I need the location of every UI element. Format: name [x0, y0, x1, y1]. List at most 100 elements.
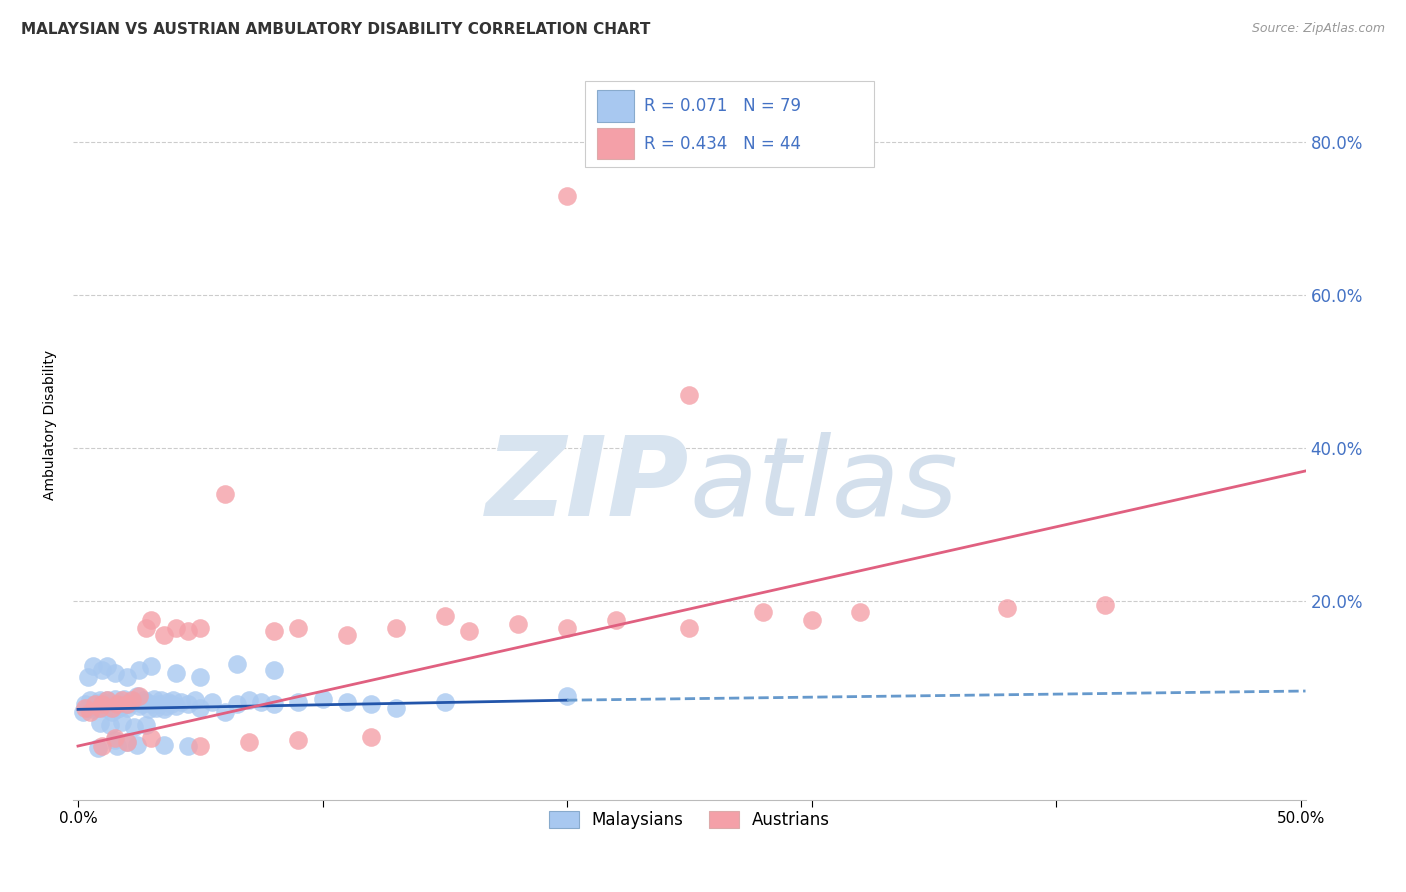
Point [177, 739, 200, 753]
Point [214, 705, 236, 719]
Point [115, 701, 138, 715]
Point [188, 621, 211, 635]
Y-axis label: Ambulatory Disability: Ambulatory Disability [44, 350, 58, 500]
Point [605, 613, 627, 627]
Point [250, 695, 273, 709]
Point [105, 702, 128, 716]
Point [1094, 598, 1116, 612]
Point [263, 663, 285, 677]
Text: R = 0.434   N = 44: R = 0.434 N = 44 [644, 135, 800, 153]
Point [141, 731, 163, 746]
Point [287, 695, 309, 709]
Point [115, 670, 138, 684]
Point [135, 717, 157, 731]
Text: atlas: atlas [689, 432, 957, 539]
Point [336, 695, 359, 709]
Point [96, 693, 118, 707]
Point [125, 738, 148, 752]
Point [89, 716, 111, 731]
Point [101, 701, 124, 715]
Point [96, 658, 118, 673]
Point [79, 705, 101, 719]
Text: ZIP: ZIP [486, 432, 689, 539]
Point [118, 697, 141, 711]
Point [115, 735, 138, 749]
Point [287, 621, 309, 635]
Point [184, 693, 207, 707]
Point [170, 695, 193, 709]
Point [238, 693, 260, 707]
Point [108, 695, 131, 709]
Point [122, 695, 145, 709]
Point [91, 695, 114, 709]
Text: R = 0.071   N = 79: R = 0.071 N = 79 [644, 97, 800, 115]
Point [751, 605, 773, 619]
Point [75, 701, 97, 715]
Point [336, 628, 359, 642]
Point [121, 693, 143, 707]
Point [160, 697, 183, 711]
Point [76, 701, 98, 715]
Point [555, 621, 578, 635]
Point [104, 733, 127, 747]
Point [995, 601, 1018, 615]
Point [98, 717, 121, 731]
Point [433, 695, 456, 709]
Point [84, 697, 107, 711]
Point [105, 739, 128, 753]
Point [104, 666, 127, 681]
Point [188, 670, 211, 684]
Point [131, 697, 153, 711]
Point [145, 701, 167, 715]
Point [152, 628, 174, 642]
Point [135, 695, 157, 709]
Point [226, 697, 249, 711]
Point [122, 720, 145, 734]
Point [148, 697, 170, 711]
FancyBboxPatch shape [598, 128, 634, 160]
Point [433, 609, 456, 624]
Point [121, 693, 143, 707]
Point [104, 691, 127, 706]
Point [141, 658, 163, 673]
Point [238, 735, 260, 749]
FancyBboxPatch shape [598, 90, 634, 122]
Point [135, 621, 157, 635]
Point [115, 697, 138, 711]
Point [91, 697, 114, 711]
Point [82, 702, 104, 716]
Point [114, 691, 136, 706]
Point [115, 735, 138, 749]
Point [800, 613, 823, 627]
Point [214, 487, 236, 501]
Text: Source: ZipAtlas.com: Source: ZipAtlas.com [1251, 22, 1385, 36]
Point [360, 730, 382, 744]
Point [508, 616, 530, 631]
Point [152, 702, 174, 716]
Point [188, 701, 211, 715]
Point [86, 701, 108, 715]
Point [849, 605, 872, 619]
Point [128, 699, 150, 714]
Point [226, 657, 249, 671]
Point [101, 705, 124, 719]
Point [263, 624, 285, 639]
Point [132, 693, 155, 707]
Point [98, 697, 121, 711]
Point [111, 699, 134, 714]
Point [91, 739, 114, 753]
Point [162, 693, 184, 707]
Point [287, 733, 309, 747]
Point [177, 624, 200, 639]
Point [165, 621, 187, 635]
Legend: Malaysians, Austrians: Malaysians, Austrians [541, 805, 837, 836]
Point [177, 697, 200, 711]
Point [105, 697, 128, 711]
Text: MALAYSIAN VS AUSTRIAN AMBULATORY DISABILITY CORRELATION CHART: MALAYSIAN VS AUSTRIAN AMBULATORY DISABIL… [21, 22, 651, 37]
Point [111, 714, 134, 729]
Point [165, 666, 187, 681]
Point [157, 695, 180, 709]
Point [86, 740, 108, 755]
Point [125, 690, 148, 704]
Point [155, 699, 177, 714]
